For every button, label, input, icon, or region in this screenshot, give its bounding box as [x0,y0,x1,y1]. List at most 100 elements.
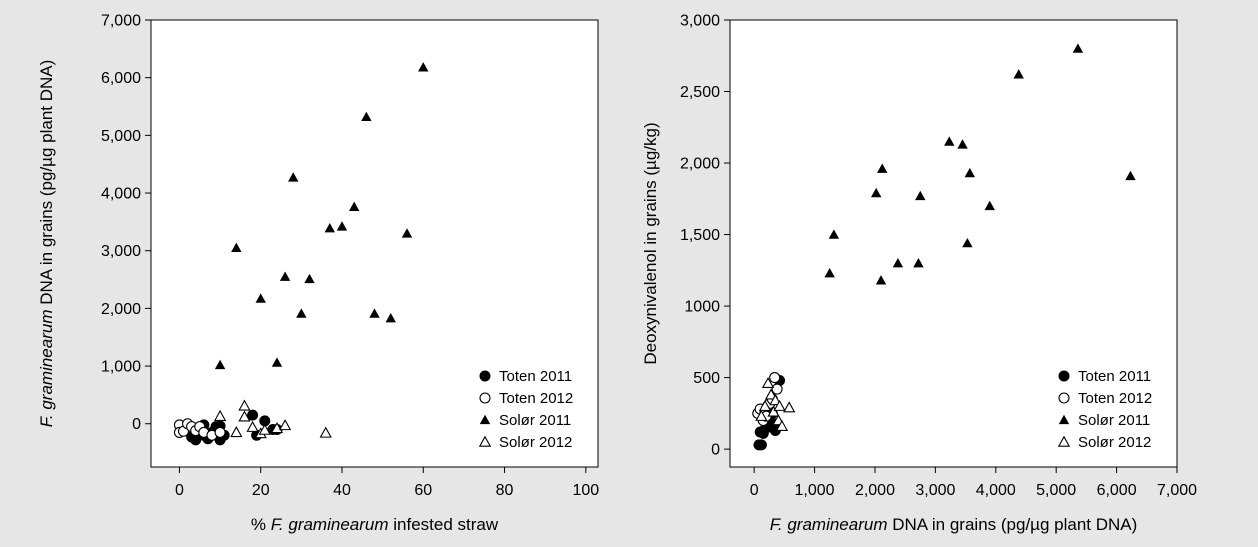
x-axis-label-suffix: DNA in grains (pg/µg plant DNA) [888,515,1138,534]
data-point [369,308,380,318]
x-tick-label: 6,000 [1097,482,1137,499]
x-axis-label-species: F. graminearum [271,515,389,534]
series-sol-r-2012 [755,376,796,431]
data-point [761,376,775,389]
data-point [875,275,887,285]
x-tick-label: 2,000 [855,482,895,499]
y-tick-label: 3,000 [101,243,141,260]
x-tick-label: 40 [333,482,351,499]
data-point [238,410,251,422]
legend-marker [479,414,491,425]
y-tick-label: 7,000 [101,13,141,30]
data-point [296,308,307,318]
legend-marker [479,370,491,382]
data-point [764,388,778,400]
data-point [769,372,781,384]
y-axis-label: F. graminearum DNA in grains (pg/µg plan… [37,60,56,428]
data-point [824,267,835,278]
data-point [288,172,299,182]
data-point [759,423,771,435]
data-point [348,201,360,212]
data-point [962,237,973,248]
x-tick-label: 3,000 [915,482,955,499]
legend-label: Toten 2011 [1078,368,1151,385]
x-tick-label: 7,000 [1157,482,1197,499]
x-axis-label: F. graminearum DNA in grains (pg/µg plan… [770,515,1138,534]
x-tick-label: 100 [572,482,599,499]
data-point [775,419,789,431]
y-tick-label: 1,000 [101,359,141,376]
data-point [755,439,767,451]
x-axis-label-species: F. graminearum [770,515,888,534]
data-point [767,405,780,417]
x-axis-label: % F. graminearum infested straw [251,515,499,534]
y-axis-label-suffix: DNA in grains (pg/µg plant DNA) [37,60,56,310]
data-point [870,187,882,198]
legend-label: Solør 2012 [1078,434,1151,451]
series-sol-r-2011 [214,62,429,370]
data-point [259,415,271,427]
data-point [231,242,242,252]
legend-marker [479,392,491,404]
legend-label: Toten 2012 [499,390,573,407]
plot-area [150,19,599,468]
legend: Toten 2011 Toten 2012 Solør 2011 Solør 2012 [1057,368,1152,451]
y-tick-label: 0 [711,442,720,459]
y-tick-label: 1000 [684,299,720,316]
data-point [828,229,840,239]
data-point [877,163,888,173]
legend: Toten 2011 Toten 2012 Solør 2011 Solør 2012 [478,368,573,451]
data-point [214,426,226,438]
legend-label: Toten 2012 [1078,390,1152,407]
data-point [214,359,226,370]
data-point [769,394,782,406]
y-tick-label: 500 [693,370,720,387]
plot-area [729,19,1178,468]
chart-panel-1: 0 20 40 60 80 100 0 1,000 2,000 3,000 4,000 5,000 6,… [37,13,599,535]
data-point [247,409,259,421]
y-tick-label: 3,000 [680,13,720,30]
data-point [324,223,335,233]
data-point [385,312,396,323]
data-point [944,136,955,146]
legend-label: Toten 2011 [499,368,572,385]
x-tick-label: 4,000 [976,482,1016,499]
y-axis-label-text: Deoxynivalenol in grains (µg/kg) [641,122,660,364]
legend-label: Solør 2011 [1078,412,1150,429]
data-point [278,419,292,431]
x-tick-label: 80 [496,482,514,499]
y-tick-label: 4,000 [101,186,141,203]
data-point [1072,43,1084,53]
data-point [246,420,259,432]
data-point [319,426,332,438]
data-point [336,221,348,231]
x-tick-label: 0 [175,482,184,499]
data-point [957,139,968,149]
chart-panel-2: 0 1,000 2,000 3,000 4,000 5,000 6,000 7,000 0 500… [641,13,1197,535]
legend-marker [1057,435,1071,447]
data-point [915,190,926,201]
data-point [984,200,995,211]
x-tick-label: 0 [750,482,759,499]
data-point [304,273,315,284]
data-point [913,257,924,268]
y-tick-label: 2,000 [680,156,720,173]
data-point [279,271,291,281]
legend-marker [1058,392,1070,404]
data-point [783,401,796,413]
data-point [230,426,243,438]
y-tick-label: 2,000 [101,301,141,318]
data-point [773,399,786,411]
data-point [892,257,904,268]
y-tick-label: 0 [132,416,141,433]
data-point [755,409,768,421]
data-point [758,399,772,411]
x-tick-label: 1,000 [795,482,835,499]
y-tick-label: 2,500 [680,84,720,101]
x-tick-label: 60 [414,482,432,499]
y-tick-label: 1,500 [680,227,720,244]
x-axis-label-suffix: infested straw [389,515,499,534]
series-sol-r-2011 [824,43,1136,285]
data-point [213,409,227,421]
